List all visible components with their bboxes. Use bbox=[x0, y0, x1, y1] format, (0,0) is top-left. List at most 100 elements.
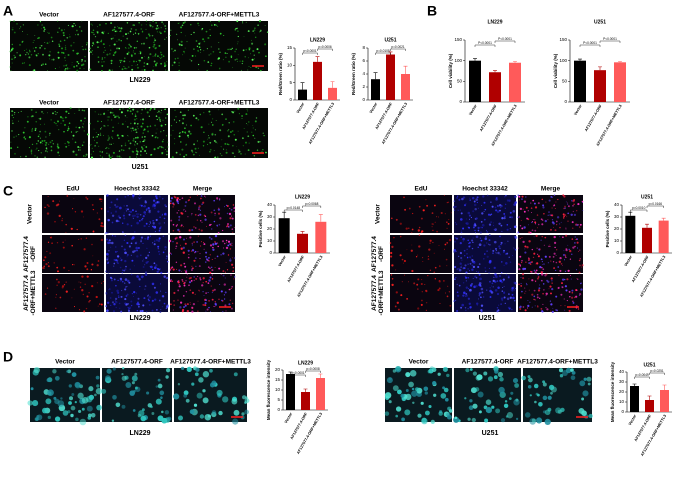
cell bbox=[421, 230, 424, 233]
cell bbox=[536, 305, 539, 308]
cell bbox=[483, 253, 486, 255]
cell bbox=[100, 39, 103, 41]
cell bbox=[72, 150, 75, 153]
cell bbox=[90, 51, 92, 53]
cell bbox=[468, 405, 474, 410]
cell bbox=[588, 413, 593, 419]
cell bbox=[195, 227, 197, 229]
cell bbox=[501, 299, 504, 302]
cell bbox=[102, 135, 104, 137]
cell bbox=[531, 221, 533, 223]
cell bbox=[460, 266, 462, 268]
cell bbox=[489, 248, 491, 250]
cell bbox=[197, 46, 199, 48]
cell bbox=[429, 269, 432, 272]
cell bbox=[571, 292, 574, 294]
cell bbox=[559, 374, 564, 378]
cell bbox=[39, 130, 41, 133]
cell bbox=[86, 268, 89, 271]
cell bbox=[427, 255, 430, 258]
cell bbox=[104, 125, 106, 127]
cell bbox=[133, 47, 136, 49]
cell bbox=[479, 237, 482, 239]
cell bbox=[184, 21, 186, 23]
cell bbox=[156, 201, 159, 204]
cell bbox=[108, 250, 110, 252]
cell bbox=[43, 30, 45, 32]
cell bbox=[19, 54, 22, 57]
cell bbox=[228, 60, 230, 63]
cell bbox=[184, 265, 187, 268]
cell bbox=[127, 208, 129, 211]
cell bbox=[187, 256, 190, 259]
cell bbox=[520, 277, 522, 278]
cell bbox=[215, 120, 217, 122]
cell bbox=[432, 241, 434, 244]
cell bbox=[208, 123, 210, 125]
cell bbox=[211, 258, 213, 261]
cell bbox=[216, 142, 218, 144]
cell bbox=[139, 310, 142, 313]
cell bbox=[475, 232, 476, 234]
cell bbox=[496, 307, 499, 309]
cell bbox=[237, 30, 239, 33]
y-tick-label: 30 bbox=[614, 214, 620, 219]
cell bbox=[32, 400, 39, 407]
cell bbox=[59, 200, 61, 202]
column-label: EdU bbox=[67, 186, 80, 193]
cell bbox=[124, 144, 127, 147]
cell bbox=[453, 300, 455, 302]
cell bbox=[216, 197, 219, 200]
cell bbox=[426, 204, 429, 207]
cell bbox=[182, 280, 184, 283]
cell bbox=[505, 273, 508, 276]
cell bbox=[210, 46, 212, 48]
significance-bracket bbox=[375, 52, 391, 55]
cell bbox=[207, 282, 210, 284]
cell bbox=[141, 219, 143, 220]
cell bbox=[175, 247, 177, 249]
cell bbox=[406, 298, 408, 300]
cell bbox=[84, 48, 87, 51]
cell bbox=[183, 306, 185, 308]
cell bbox=[218, 298, 220, 300]
cell bbox=[110, 246, 112, 248]
cell bbox=[520, 284, 523, 287]
cell bbox=[248, 142, 250, 144]
cell bbox=[25, 155, 27, 158]
row-label: -ORF bbox=[30, 246, 37, 262]
cell bbox=[193, 226, 195, 228]
cell bbox=[199, 42, 201, 43]
cell bbox=[191, 291, 194, 294]
micrograph bbox=[453, 194, 517, 234]
cell bbox=[528, 289, 530, 291]
cell bbox=[502, 251, 505, 253]
cell bbox=[220, 274, 222, 275]
cell bbox=[241, 118, 243, 119]
cell bbox=[580, 288, 583, 291]
cell bbox=[159, 227, 162, 230]
cell bbox=[107, 109, 109, 112]
cell bbox=[184, 204, 187, 207]
cell bbox=[119, 277, 123, 281]
panel-letter: B bbox=[427, 3, 437, 19]
cell bbox=[567, 205, 570, 208]
cell bbox=[242, 21, 244, 23]
cell bbox=[229, 131, 232, 133]
cell bbox=[68, 112, 70, 114]
cell bbox=[562, 236, 564, 238]
cell bbox=[464, 264, 467, 267]
cell bbox=[211, 410, 217, 415]
cell bbox=[61, 218, 63, 219]
cell bbox=[201, 221, 203, 223]
cell bbox=[219, 51, 221, 53]
cell bbox=[24, 49, 26, 52]
cell bbox=[192, 302, 196, 306]
cell bbox=[236, 58, 238, 60]
cell bbox=[159, 283, 162, 285]
cell bbox=[251, 42, 254, 45]
cell bbox=[154, 63, 157, 66]
cell bbox=[395, 414, 399, 418]
cell bbox=[111, 301, 115, 304]
cell bbox=[498, 204, 502, 207]
